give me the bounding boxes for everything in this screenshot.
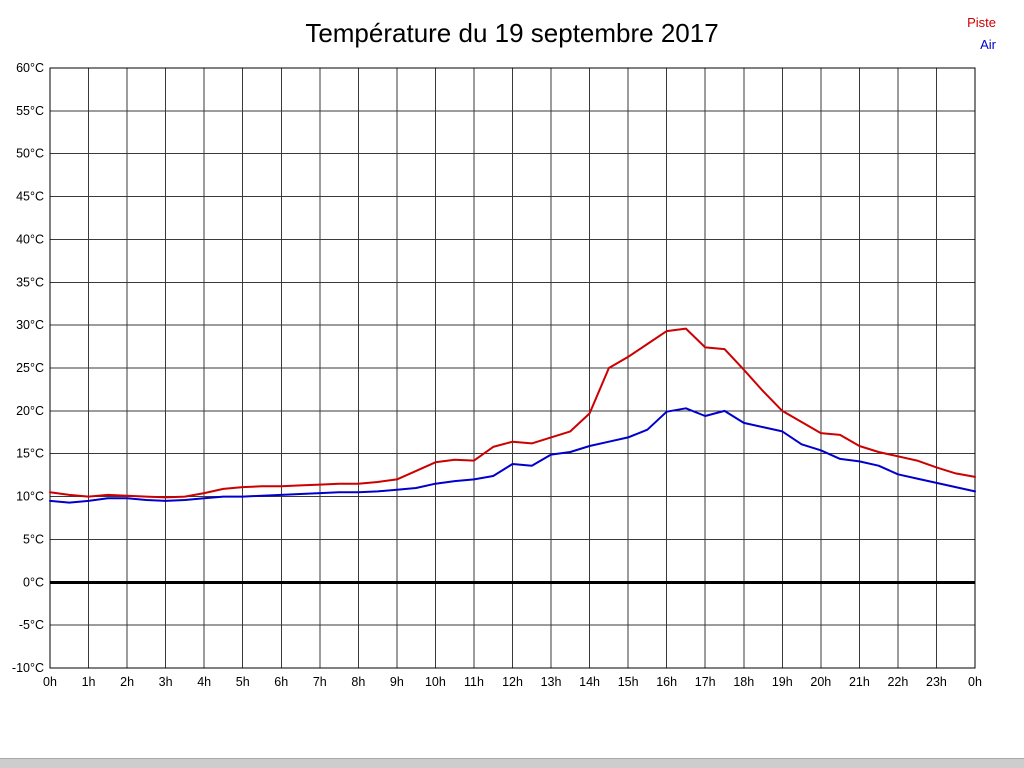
- y-tick-label: 5°C: [23, 532, 44, 546]
- x-tick-label: 12h: [502, 675, 523, 689]
- y-tick-label: -5°C: [19, 618, 44, 632]
- legend-piste: Piste: [967, 15, 996, 30]
- x-tick-label: 18h: [733, 675, 754, 689]
- x-tick-label: 17h: [695, 675, 716, 689]
- x-tick-label: 3h: [159, 675, 173, 689]
- x-tick-label: 7h: [313, 675, 327, 689]
- x-tick-label: 16h: [656, 675, 677, 689]
- horizontal-scrollbar[interactable]: [0, 758, 1024, 768]
- y-tick-label: -10°C: [12, 661, 44, 675]
- x-tick-label: 22h: [887, 675, 908, 689]
- x-tick-label: 5h: [236, 675, 250, 689]
- y-tick-label: 30°C: [16, 318, 44, 332]
- x-tick-label: 2h: [120, 675, 134, 689]
- y-tick-label: 45°C: [16, 190, 44, 204]
- chart-title: Température du 19 septembre 2017: [305, 18, 719, 48]
- chart-legend: Piste Air: [967, 12, 996, 56]
- series-line-air: [49, 407, 976, 504]
- x-tick-label: 15h: [618, 675, 639, 689]
- plot-border: [49, 67, 976, 669]
- x-tick-label: 0h: [43, 675, 57, 689]
- y-tick-label: 40°C: [16, 232, 44, 246]
- x-tick-label: 19h: [772, 675, 793, 689]
- y-tick-label: 20°C: [16, 404, 44, 418]
- series-line-piste: [49, 327, 976, 499]
- y-tick-label: 35°C: [16, 275, 44, 289]
- y-tick-label: 10°C: [16, 490, 44, 504]
- x-tick-label: 8h: [351, 675, 365, 689]
- x-tick-label: 6h: [274, 675, 288, 689]
- y-tick-label: 0°C: [23, 575, 44, 589]
- x-tick-label: 10h: [425, 675, 446, 689]
- y-tick-label: 55°C: [16, 104, 44, 118]
- x-tick-label: 1h: [82, 675, 96, 689]
- y-tick-label: 60°C: [16, 61, 44, 75]
- x-tick-label: 21h: [849, 675, 870, 689]
- y-tick-label: 25°C: [16, 361, 44, 375]
- legend-air: Air: [980, 37, 996, 52]
- y-tick-label: 50°C: [16, 147, 44, 161]
- x-tick-label: 4h: [197, 675, 211, 689]
- x-tick-label: 0h: [968, 675, 982, 689]
- x-tick-label: 11h: [464, 675, 484, 689]
- y-tick-label: 15°C: [16, 447, 44, 461]
- x-tick-label: 9h: [390, 675, 404, 689]
- x-tick-label: 14h: [579, 675, 600, 689]
- x-tick-label: 13h: [541, 675, 562, 689]
- x-tick-label: 20h: [810, 675, 831, 689]
- x-tick-label: 23h: [926, 675, 947, 689]
